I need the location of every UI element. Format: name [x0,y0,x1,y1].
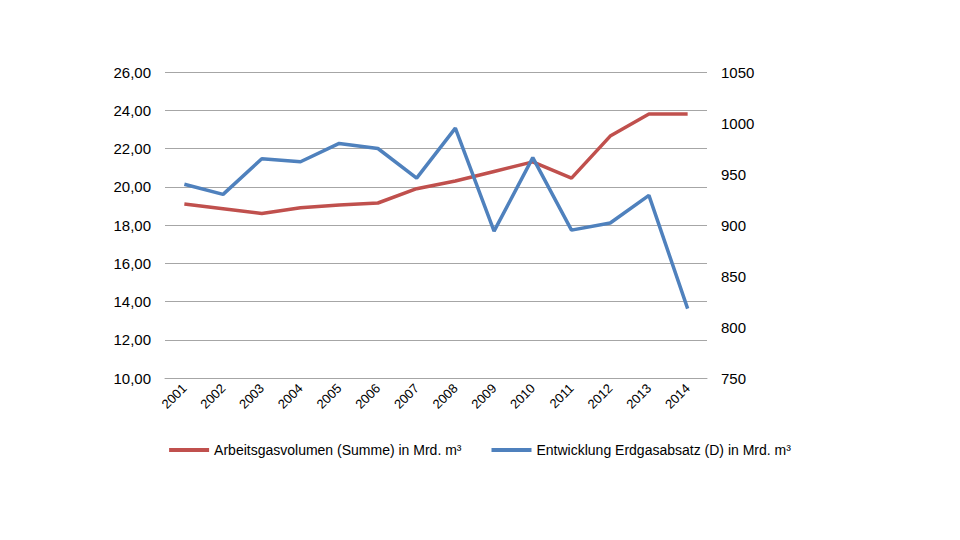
svg-text:22,00: 22,00 [113,140,151,157]
svg-text:2005: 2005 [313,381,344,412]
svg-text:1000: 1000 [721,115,754,132]
svg-text:12,00: 12,00 [113,331,151,348]
svg-text:750: 750 [721,370,746,387]
svg-text:Arbeitsgasvolumen (Summe) in M: Arbeitsgasvolumen (Summe) in Mrd. m³ [214,442,462,458]
svg-text:850: 850 [721,268,746,285]
svg-text:2001: 2001 [159,381,190,412]
svg-text:26,00: 26,00 [113,64,151,81]
svg-text:14,00: 14,00 [113,293,151,310]
svg-text:900: 900 [721,217,746,234]
svg-text:2013: 2013 [623,381,654,412]
svg-text:10,00: 10,00 [113,370,151,387]
svg-text:24,00: 24,00 [113,102,151,119]
svg-text:2009: 2009 [468,381,499,412]
svg-text:2008: 2008 [430,381,461,412]
svg-text:20,00: 20,00 [113,178,151,195]
svg-text:800: 800 [721,319,746,336]
svg-text:2006: 2006 [352,381,383,412]
svg-text:2003: 2003 [236,381,267,412]
svg-text:950: 950 [721,166,746,183]
svg-text:2004: 2004 [275,381,306,412]
svg-text:16,00: 16,00 [113,255,151,272]
svg-text:2014: 2014 [662,381,693,412]
svg-text:2011: 2011 [546,381,576,411]
svg-text:2002: 2002 [197,381,228,412]
svg-text:2012: 2012 [584,381,615,412]
svg-text:2007: 2007 [391,381,422,412]
svg-text:2010: 2010 [507,381,538,412]
svg-text:1050: 1050 [721,64,754,81]
svg-text:18,00: 18,00 [113,217,151,234]
svg-text:Entwicklung Erdgasabsatz (D) i: Entwicklung Erdgasabsatz (D) in Mrd. m³ [536,442,791,458]
